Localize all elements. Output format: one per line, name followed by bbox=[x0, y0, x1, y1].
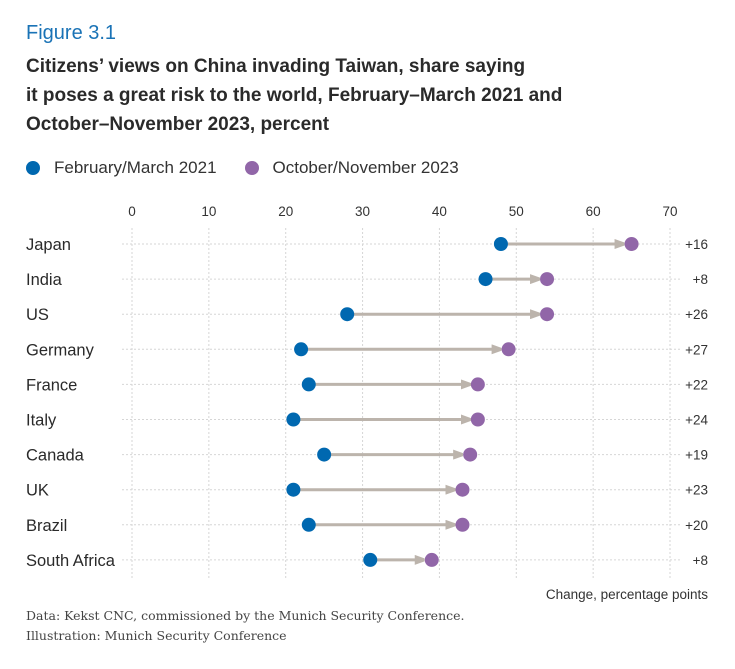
x-tick-label: 70 bbox=[662, 204, 677, 219]
footer: Data: Kekst CNC, commissioned by the Mun… bbox=[26, 606, 465, 646]
chart-row: Italy +24 bbox=[26, 412, 708, 430]
legend-label-2021: February/March 2021 bbox=[54, 158, 217, 177]
legend-item-2021: February/March 2021 bbox=[26, 158, 217, 178]
change-label: +24 bbox=[685, 413, 708, 428]
category-label: Canada bbox=[26, 447, 85, 465]
point-2023 bbox=[455, 517, 470, 532]
legend-dot-2023 bbox=[244, 161, 259, 175]
change-label: +8 bbox=[693, 553, 708, 568]
x-tick-label: 10 bbox=[201, 204, 216, 219]
category-label: Italy bbox=[26, 412, 57, 430]
point-2023 bbox=[470, 412, 485, 427]
change-label: +23 bbox=[685, 483, 708, 498]
point-2023 bbox=[424, 552, 439, 567]
change-label: +27 bbox=[685, 342, 708, 357]
change-label: +8 bbox=[693, 272, 708, 287]
change-axis-label: Change, percentage points bbox=[546, 587, 708, 602]
change-label: +19 bbox=[685, 448, 708, 463]
x-tick-label: 50 bbox=[509, 204, 524, 219]
category-label: US bbox=[26, 306, 49, 324]
category-label: UK bbox=[26, 482, 49, 500]
point-2021 bbox=[363, 552, 378, 567]
category-label: South Africa bbox=[26, 552, 116, 570]
point-2023 bbox=[470, 377, 485, 392]
chart-row: Canada +19 bbox=[26, 447, 708, 465]
chart-row: South Africa +8 bbox=[26, 552, 708, 570]
source-note: Data: Kekst CNC, commissioned by the Mun… bbox=[26, 608, 465, 623]
change-label: +16 bbox=[685, 237, 708, 252]
point-2021 bbox=[286, 482, 301, 497]
point-2021 bbox=[301, 377, 316, 392]
x-tick-label: 40 bbox=[432, 204, 447, 219]
chart-title: Citizens’ views on China invading Taiwan… bbox=[26, 56, 563, 135]
category-label: Germany bbox=[26, 341, 95, 359]
point-2023 bbox=[455, 482, 470, 497]
x-tick-label: 0 bbox=[128, 204, 136, 219]
legend-label-2023: October/November 2023 bbox=[272, 158, 459, 177]
x-tick-label: 60 bbox=[586, 204, 601, 219]
point-2021 bbox=[340, 307, 355, 322]
chart-row: France +22 bbox=[26, 376, 708, 394]
point-2021 bbox=[286, 412, 301, 427]
point-2021 bbox=[493, 237, 508, 251]
x-tick-label: 20 bbox=[278, 204, 293, 219]
legend-item-2023: October/November 2023 bbox=[244, 158, 459, 178]
chart-row: India +8 bbox=[26, 271, 708, 289]
change-label: +26 bbox=[685, 307, 708, 322]
point-2021 bbox=[294, 342, 309, 357]
point-2023 bbox=[501, 342, 516, 357]
legend: February/March 2021 October/November 202… bbox=[26, 158, 487, 178]
illustration-note: Illustration: Munich Security Conference bbox=[26, 628, 287, 643]
chart-row: Brazil +20 bbox=[26, 517, 708, 535]
category-label: France bbox=[26, 376, 77, 394]
change-label: +22 bbox=[685, 377, 708, 392]
legend-dot-2021 bbox=[26, 161, 40, 175]
chart-row: Japan +16 bbox=[26, 236, 708, 254]
chart-row: UK +23 bbox=[26, 482, 708, 500]
category-label: India bbox=[26, 271, 63, 289]
point-2021 bbox=[478, 272, 493, 287]
point-2021 bbox=[301, 517, 316, 532]
figure-label: Figure 3.1 bbox=[26, 22, 117, 44]
point-2023 bbox=[463, 447, 478, 462]
x-tick-label: 30 bbox=[355, 204, 370, 219]
category-label: Japan bbox=[26, 236, 71, 254]
point-2023 bbox=[624, 237, 639, 251]
point-2023 bbox=[540, 307, 555, 322]
point-2023 bbox=[540, 272, 555, 287]
chart-row: Germany +27 bbox=[26, 341, 708, 359]
change-label: +20 bbox=[685, 518, 708, 533]
chart-row: US +26 bbox=[26, 306, 708, 324]
point-2021 bbox=[317, 447, 332, 462]
category-label: Brazil bbox=[26, 517, 67, 535]
